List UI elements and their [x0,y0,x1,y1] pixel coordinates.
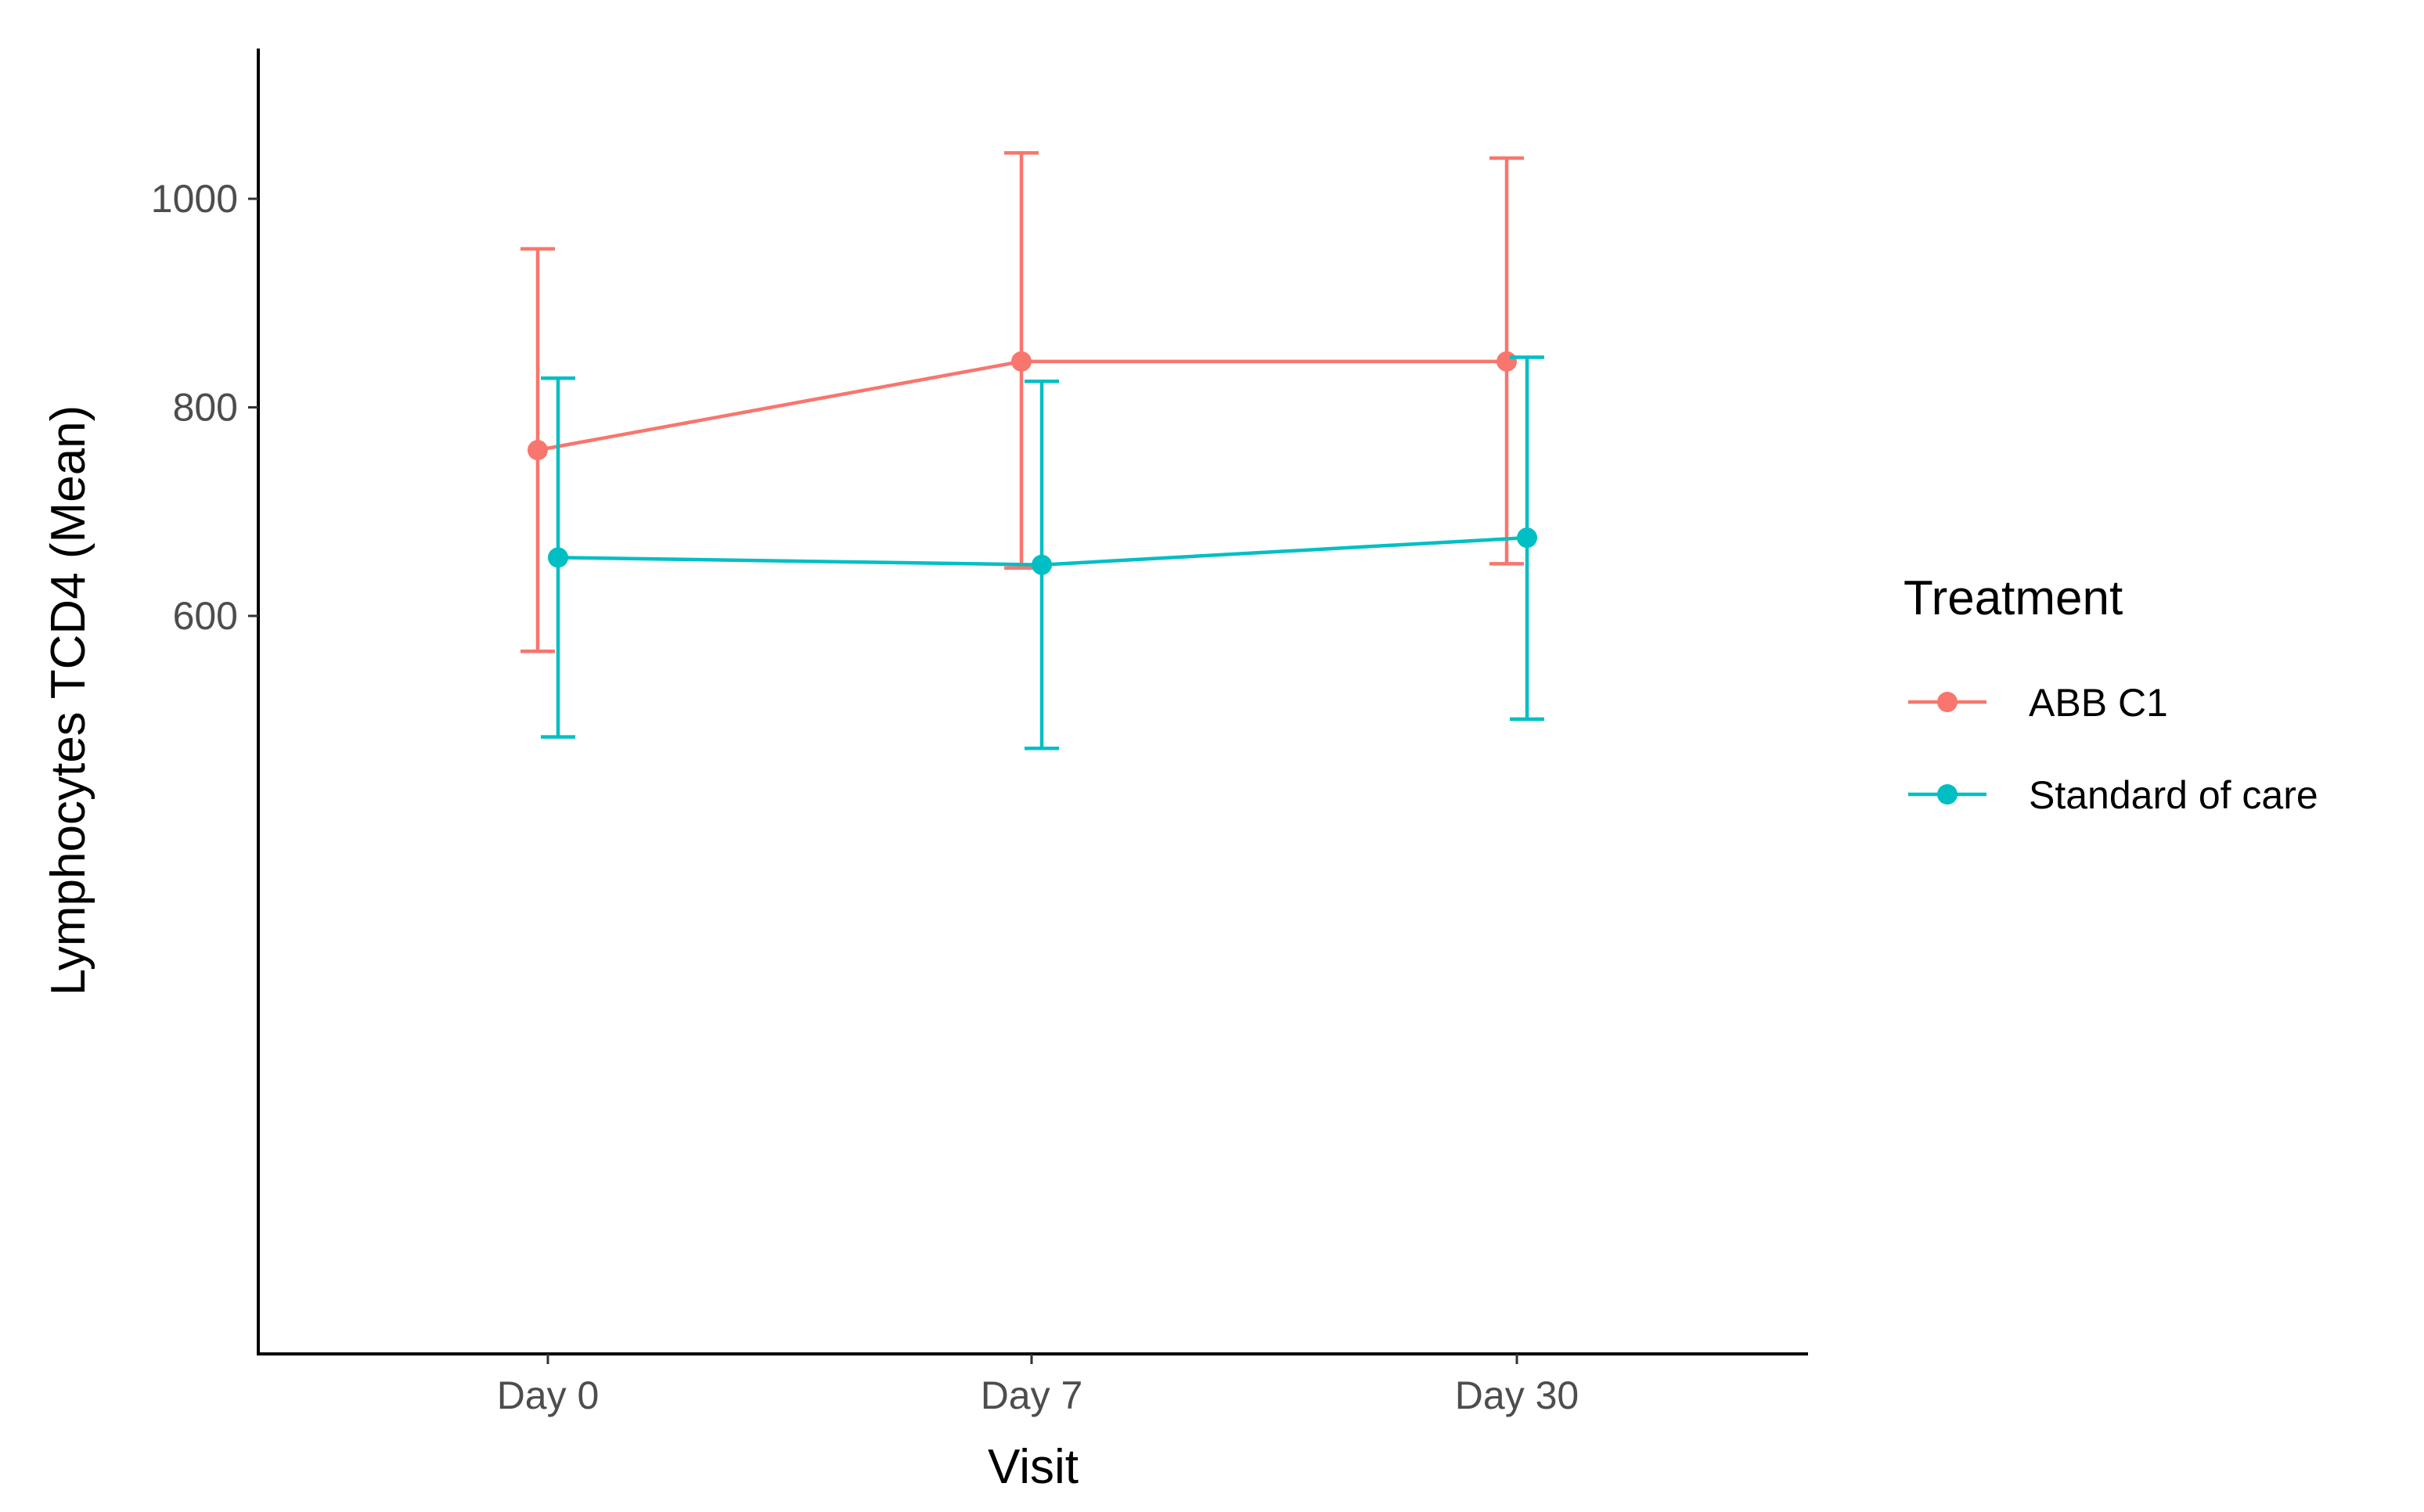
plot-area [520,151,1544,751]
y-axis-ticks: 600 800 1000 [151,177,258,638]
y-axis-title: Lymphocytes TCD4 (Mean) [41,405,95,996]
legend-key-point [1937,692,1958,712]
x-tick-label: Day 30 [1455,1373,1579,1417]
x-axis-ticks: Day 0 Day 7 Day 30 [497,1354,1579,1417]
y-tick-label: 1000 [151,177,238,221]
x-tick-label: Day 0 [497,1373,600,1417]
legend-item: Standard of care [1908,773,2318,817]
legend-label: ABB C1 [2029,681,2168,725]
y-tick-label: 600 [173,594,238,638]
x-tick-label: Day 7 [981,1373,1083,1417]
legend: Treatment ABB C1 Standard of care [1904,571,2318,817]
legend-label: Standard of care [2029,773,2318,817]
data-point [1517,527,1537,549]
y-tick-label: 800 [173,386,238,430]
legend-items: ABB C1 Standard of care [1908,681,2318,817]
data-point [528,440,548,461]
data-point [1032,554,1052,575]
data-point [548,547,568,568]
legend-title: Treatment [1904,571,2123,625]
data-point [1011,351,1032,372]
series-abb-c1 [520,151,1524,653]
series-standard-of-care [541,355,1544,751]
data-point [1497,351,1517,372]
legend-item: ABB C1 [1908,681,2168,725]
legend-key-point [1937,784,1958,805]
x-axis-title: Visit [988,1440,1079,1494]
